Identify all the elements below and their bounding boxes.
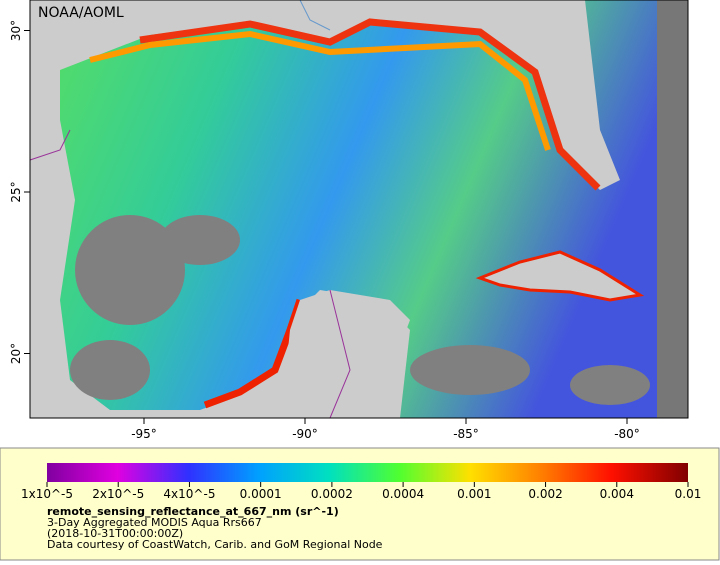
colorbar-label: 0.01 [675,487,702,501]
legend-line: (2018-10-31T00:00:00Z) [47,527,183,540]
axes: -95° -90° -85° -80° 30° 25° 20° [9,20,640,441]
colorbar-label: 0.002 [528,487,562,501]
colorbar-label: 0.001 [457,487,491,501]
turbid-coast [139,18,601,191]
y-tick-label: 25° [9,181,23,202]
colorbar-label: 1x10^-5 [21,487,73,501]
cloud [70,340,150,400]
cloud [410,345,530,395]
colorbar-label: 4x10^-5 [163,487,215,501]
cloud [75,215,185,325]
colorbar-label: 0.0004 [382,487,424,501]
colorbar-label: 0.0002 [311,487,353,501]
colorbar-label: 0.0001 [240,487,282,501]
colorbar-label: 2x10^-5 [92,487,144,501]
yucatan [260,290,410,418]
colorbar-label: 0.004 [600,487,634,501]
ocean [60,0,657,418]
legend-line: Data courtesy of CoastWatch, Carib. and … [47,538,383,551]
colorbar [47,463,688,482]
legend-line: 3-Day Aggregated MODIS Aqua Rrs667 [47,516,262,529]
turbid-coast [89,30,551,151]
y-tick-label: 20° [9,343,23,364]
watermark: NOAA/AOML [38,5,124,21]
y-tick-label: 30° [9,20,23,41]
x-tick-label: -95° [131,427,157,441]
x-tick-label: -80° [614,427,640,441]
x-tick-label: -85° [453,427,479,441]
no-data-strip [657,0,688,418]
legend-variable: remote_sensing_reflectance_at_667_nm (sr… [47,505,339,518]
cuba [475,250,645,302]
river [299,0,331,31]
cloud [570,365,650,405]
colorbar-labels: 1x10^-5 2x10^-5 4x10^-5 0.0001 0.0002 0.0004 0… [21,482,701,501]
border [329,289,351,419]
x-tick-label: -90° [292,427,318,441]
map-frame [29,0,689,419]
map: NOAA/AOML [29,0,689,419]
cloud [160,215,240,265]
border [29,129,71,161]
